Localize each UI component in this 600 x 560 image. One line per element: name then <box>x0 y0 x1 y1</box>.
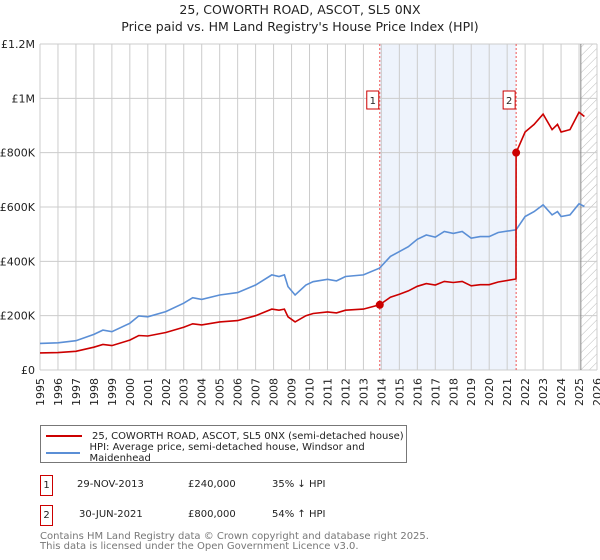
legend-item-price: 25, COWORTH ROAD, ASCOT, SL5 0NX (semi-d… <box>41 428 404 444</box>
x-tick-label: 2009 <box>286 378 299 406</box>
x-tick-label: 1996 <box>52 378 65 406</box>
transaction-badge: 1 <box>40 475 53 496</box>
transaction-price: £240,000 <box>188 479 236 490</box>
legend-item-hpi: HPI: Average price, semi-detached house,… <box>41 442 406 464</box>
transaction-row: 2 30-JUN-2021 £800,000 54% ↑ HPI <box>40 505 440 526</box>
x-tick-label: 1997 <box>70 378 83 406</box>
x-tick-label: 2014 <box>375 378 388 406</box>
x-tick-label: 2008 <box>268 378 281 406</box>
x-tick-label: 2018 <box>447 378 460 406</box>
y-tick-label: £1.2M <box>1 38 35 51</box>
legend-swatch-price <box>46 435 82 437</box>
x-tick-label: 1998 <box>88 378 101 406</box>
hpi-line <box>39 202 585 345</box>
transaction-hpi-diff: 35% ↓ HPI <box>272 479 326 490</box>
footer-licence: This data is licensed under the Open Gov… <box>40 541 359 552</box>
chart-subtitle: Price paid vs. HM Land Registry's House … <box>121 19 479 34</box>
transaction-hpi-diff: 54% ↑ HPI <box>272 509 326 520</box>
transaction-badge: 2 <box>40 505 53 526</box>
x-tick-label: 2007 <box>250 378 263 406</box>
x-tick-label: 2000 <box>124 378 137 406</box>
legend-label-price: 25, COWORTH ROAD, ASCOT, SL5 0NX (semi-d… <box>92 430 404 442</box>
transaction-date: 30-JUN-2021 <box>79 509 143 520</box>
y-tick-label: £400K <box>0 255 36 268</box>
x-tick-label: 2023 <box>537 378 550 406</box>
x-tick-label: 2019 <box>465 378 478 406</box>
x-tick-label: 2004 <box>196 378 209 406</box>
x-tick-label: 2020 <box>483 378 496 406</box>
sale-label: 2 <box>506 96 512 107</box>
x-tick-label: 2001 <box>142 378 155 406</box>
transaction-date: 29-NOV-2013 <box>77 479 144 490</box>
y-tick-label: £800K <box>0 147 36 160</box>
y-tick-label: £200K <box>0 310 36 323</box>
price-paid-line <box>39 110 585 354</box>
legend-label-hpi: HPI: Average price, semi-detached house,… <box>89 442 365 464</box>
sale-label: 1 <box>370 96 376 107</box>
price-chart: 1995 1996 1997 1998 1999 2000 2001 2002 2003 2004… <box>0 38 600 406</box>
y-tick-label: £0 <box>21 364 35 377</box>
sale-point <box>512 148 521 157</box>
legend-swatch-hpi <box>46 452 80 454</box>
x-tick-label: 2022 <box>519 378 532 406</box>
transaction-price: £800,000 <box>188 509 236 520</box>
x-tick-label: 2021 <box>501 378 514 406</box>
x-tick-label: 2006 <box>232 378 245 406</box>
sale-label-box <box>502 90 516 110</box>
y-tick-label: £600K <box>0 201 36 214</box>
sale-point <box>375 300 384 309</box>
x-tick-label: 2011 <box>321 378 334 406</box>
x-tick-label: 2010 <box>304 378 317 406</box>
sale-label-box <box>366 90 380 110</box>
x-tick-label: 1995 <box>34 378 47 406</box>
x-tick-label: 2024 <box>555 378 568 406</box>
x-tick-label: 2012 <box>339 378 352 406</box>
x-tick-label: 2016 <box>411 378 424 406</box>
x-tick-label: 1999 <box>106 378 119 406</box>
transaction-row: 1 29-NOV-2013 £240,000 35% ↓ HPI <box>40 475 440 496</box>
x-tick-label: 2002 <box>160 378 173 406</box>
chart-title: 25, COWORTH ROAD, ASCOT, SL5 0NX <box>179 2 421 17</box>
footer-copyright: Contains HM Land Registry data © Crown c… <box>40 531 429 542</box>
x-tick-label: 2017 <box>429 378 442 406</box>
legend: 25, COWORTH ROAD, ASCOT, SL5 0NX (semi-d… <box>40 425 407 464</box>
x-tick-label: 2005 <box>214 378 227 406</box>
x-tick-label: 2013 <box>357 378 370 406</box>
x-tick-label: 2003 <box>178 378 191 406</box>
y-tick-label: £1M <box>12 92 36 105</box>
x-tick-label: 2026 <box>591 378 600 406</box>
x-tick-label: 2025 <box>573 378 586 406</box>
x-tick-label: 2015 <box>393 378 406 406</box>
